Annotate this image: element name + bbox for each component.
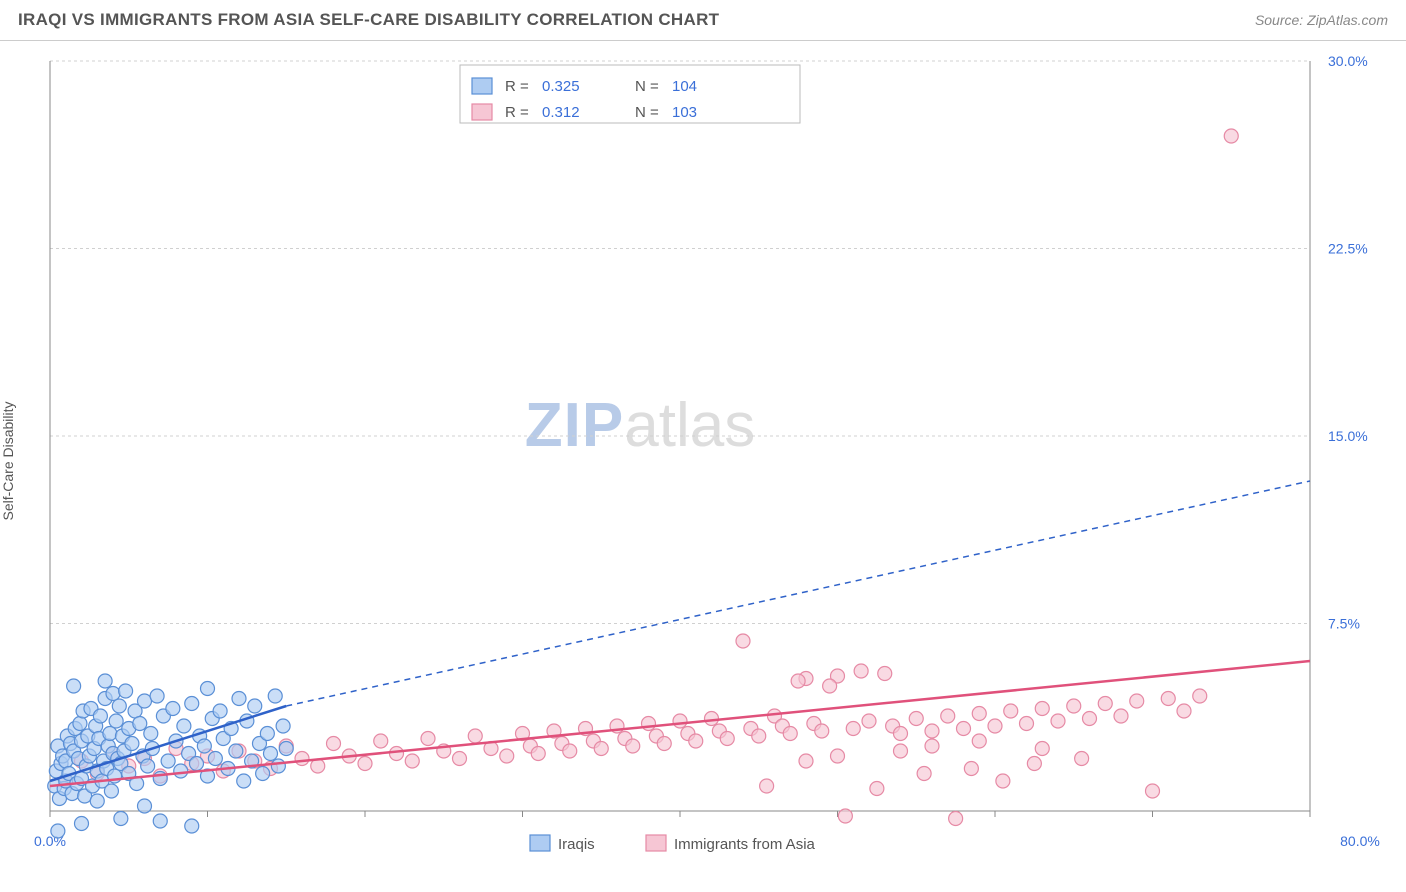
svg-text:30.0%: 30.0% [1328,53,1368,69]
chart-area: Self-Care Disability ZIPatlas7.5%15.0%22… [0,41,1406,881]
chart-title: IRAQI VS IMMIGRANTS FROM ASIA SELF-CARE … [18,10,719,30]
svg-text:22.5%: 22.5% [1328,241,1368,257]
svg-text:ZIPatlas: ZIPatlas [525,391,755,460]
svg-text:R =: R = [505,78,529,95]
svg-text:7.5%: 7.5% [1328,616,1360,632]
svg-text:103: 103 [672,104,697,121]
y-axis-label: Self-Care Disability [0,401,16,520]
svg-text:15.0%: 15.0% [1328,428,1368,444]
svg-text:Immigrants from Asia: Immigrants from Asia [674,836,816,853]
svg-text:0.325: 0.325 [542,78,580,95]
svg-text:R =: R = [505,104,529,121]
svg-text:Iraqis: Iraqis [558,836,595,853]
scatter-chart: ZIPatlas7.5%15.0%22.5%30.0%0.0%80.0%R =0… [0,41,1406,881]
svg-text:N =: N = [635,104,659,121]
source-attribution: Source: ZipAtlas.com [1255,12,1388,28]
title-bar: IRAQI VS IMMIGRANTS FROM ASIA SELF-CARE … [0,0,1406,41]
svg-text:N =: N = [635,78,659,95]
svg-text:80.0%: 80.0% [1340,833,1380,849]
svg-text:0.312: 0.312 [542,104,580,121]
svg-text:104: 104 [672,78,697,95]
